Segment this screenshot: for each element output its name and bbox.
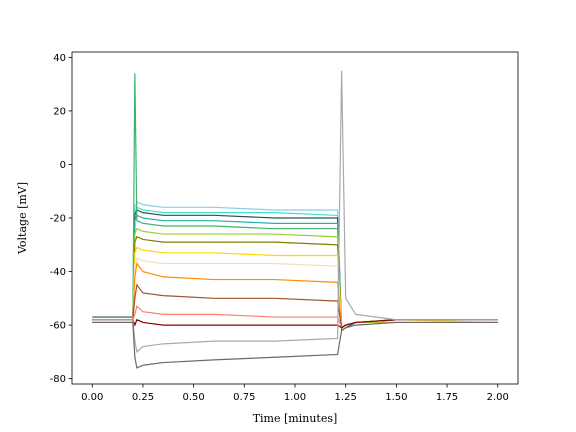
x-tick-label: 2.00: [487, 392, 509, 403]
x-tick-label: 0.50: [183, 392, 205, 403]
x-tick-label: 0.00: [81, 392, 103, 403]
series-line: [92, 318, 498, 329]
x-tick-label: 1.75: [436, 392, 458, 403]
y-tick-label: -60: [50, 321, 66, 332]
y-tick-label: 0: [60, 160, 66, 171]
y-tick-label: -40: [50, 267, 66, 278]
x-tick-label: 1.50: [385, 392, 407, 403]
y-axis-label: Voltage [mV]: [16, 182, 29, 255]
x-tick-label: 0.75: [233, 392, 255, 403]
x-tick-label: 1.25: [335, 392, 357, 403]
y-tick-label: 20: [53, 106, 66, 117]
x-tick-label: 1.00: [284, 392, 306, 403]
x-tick-label: 0.25: [132, 392, 154, 403]
series-line: [92, 70, 498, 354]
y-tick-label: -80: [50, 374, 66, 385]
series-line: [92, 321, 498, 369]
y-tick-label: -20: [50, 214, 66, 225]
series-line: [92, 209, 498, 332]
x-axis-label: Time [minutes]: [253, 412, 338, 425]
y-tick-label: 40: [53, 53, 66, 64]
plot-area: [92, 70, 498, 369]
